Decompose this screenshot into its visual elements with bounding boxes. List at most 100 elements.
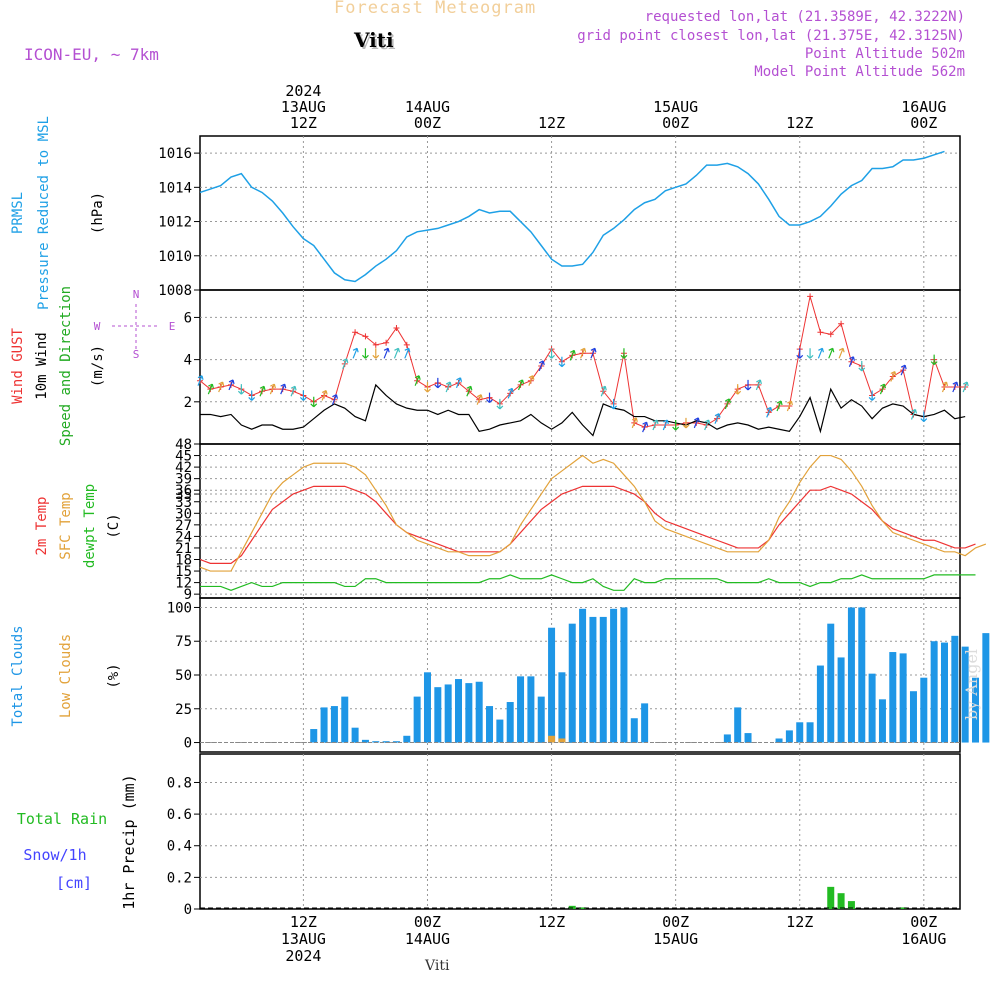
total-cloud-bar [972,677,980,743]
total-cloud-bar [548,627,556,743]
wind-gust-marker [817,329,824,336]
wind-gust-marker [838,320,845,327]
clouds-ytick-label: 0 [184,736,192,752]
wind-direction-arrow [838,347,845,359]
top-time-label: 00Z [414,114,441,132]
temperature-ytick-label: 36 [175,483,192,499]
pressure-ytick-label: 1010 [158,249,192,265]
requested-coordinates: requested lon,lat (21.3589E, 42.3222N) [644,9,965,25]
wind-direction-arrow [321,389,328,401]
rain-bar [899,907,907,909]
wind-direction-arrow [496,398,504,410]
total-cloud-bar [620,607,628,743]
wind-direction-arrow [920,411,928,422]
bottom-time-label: 12Z [290,913,317,931]
wind-direction-arrow [466,385,473,397]
wind-direction-arrow [590,347,597,359]
wind-direction-arrow [766,406,773,418]
bottom-time-label: 14AUG [405,930,450,948]
rain-bar [847,901,855,909]
wind-direction-arrow [952,381,959,393]
total-cloud-bar [599,616,607,743]
clouds-ytick-label: 100 [167,600,192,616]
total-cloud-bar [827,623,835,743]
wind-direction-arrow [755,379,762,391]
bottom-time-label: 00Z [910,913,937,931]
pressure-label-prmsl: PRMSL [10,192,26,234]
wind-direction-arrow [197,375,204,386]
precip-ytick-label: 0.4 [167,839,192,855]
compass-n: N [133,288,140,301]
bottom-time-label: 15AUG [653,930,698,948]
total-cloud-bar [486,706,494,743]
snow-label: Snow/1h [23,846,86,864]
wind-direction-arrow [744,379,752,391]
total-cloud-bar [734,707,742,743]
temperature-ytick-label: 24 [175,529,192,545]
bottom-time-label: 13AUG [281,930,326,948]
total-cloud-bar [940,642,948,743]
total-cloud-bar [775,738,783,743]
top-time-label: 12Z [538,114,565,132]
total-cloud-bar [341,696,349,743]
wind-direction-arrow [548,348,555,359]
total-cloud-bar [320,707,328,743]
total-cloud-bar [610,608,618,743]
total-cloud-bar [878,699,886,743]
wind-gust-marker [807,293,814,300]
wind-direction-arrow [393,347,401,359]
temperature-ytick-label: 12 [175,576,192,592]
top-time-label: 2024 [285,82,321,100]
temperature-ytick-label: 27 [175,518,192,534]
total-cloud-bar [392,741,400,743]
wind-direction-arrow [528,375,535,386]
temperature-ytick-label: 35 [175,487,192,503]
wind-direction-arrow [558,356,566,368]
low-clouds-label: Low Clouds [58,634,74,718]
low-cloud-bar [548,735,556,743]
total-cloud-bar [930,641,938,743]
clouds-ytick-label: 25 [175,702,192,718]
wind-ytick-label: 4 [184,353,192,369]
wind-direction-arrow [662,419,669,431]
wind-gust-marker [362,333,369,340]
location-title: Viti [354,28,394,52]
total-cloud-bar [496,719,504,743]
total-cloud-bar [806,722,814,743]
grid-point-coordinates: grid point closest lon,lat (21.375E, 42.… [577,28,965,44]
top-time-label: 13AUG [281,98,326,116]
bottom-time-label: 12Z [538,913,565,931]
wind-direction-arrow [879,383,887,395]
total-cloud-bar [382,741,390,743]
wind-10m-label: 10m Wind [34,332,50,399]
top-time-label: 00Z [910,114,937,132]
total-cloud-bar [351,727,359,743]
total-cloud-bar [982,633,990,743]
wind-direction-arrow [404,347,411,359]
temp-unit: (C) [106,513,122,538]
wind-direction-arrow [331,394,339,405]
temp-2m-line [199,485,976,564]
footer-location: Viti [425,958,450,974]
bottom-time-label: 2024 [285,947,321,965]
precip-frame [199,753,961,910]
total-cloud-bar [920,677,928,743]
wind-direction-arrow [207,383,214,395]
top-time-label: 14AUG [405,98,450,116]
wind-frame [199,289,961,445]
total-cloud-bar [558,672,566,743]
precip-ytick-label: 0.6 [167,807,192,823]
rain-bar [579,907,587,909]
top-time-label: 12Z [290,114,317,132]
clouds-ytick-label: 75 [175,634,192,650]
total-cloud-bar [444,684,452,743]
wind-direction-arrow [786,400,793,412]
wind-direction-arrow [848,356,856,367]
rain-bar [568,905,576,909]
wind-direction-arrow [445,381,452,393]
wind-direction-arrow [600,385,607,397]
wind-direction-arrow [228,379,235,391]
wind-direction-arrow [310,396,318,408]
total-cloud-bar [961,646,969,743]
precip-label: 1hr Precip (mm) [120,774,138,909]
